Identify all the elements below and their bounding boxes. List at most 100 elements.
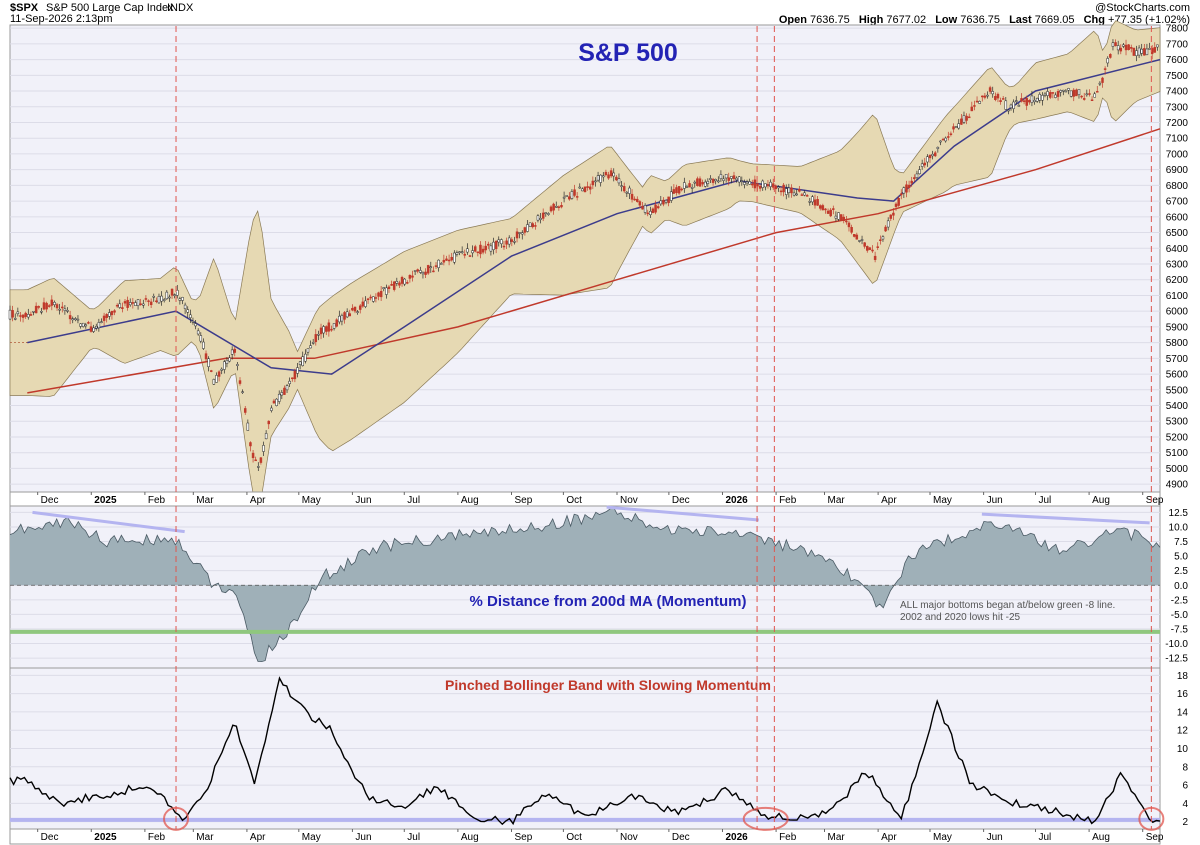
- candle-body: [115, 304, 119, 307]
- candle-body: [1137, 47, 1141, 56]
- bollinger-band: [9, 20, 1161, 510]
- candle-body: [1035, 98, 1039, 102]
- candle-body: [803, 192, 806, 196]
- candle-body: [280, 392, 284, 396]
- momentum-tick-label: 12.5: [1169, 508, 1189, 519]
- candle-body: [539, 218, 542, 220]
- candle-body: [196, 330, 200, 335]
- candle-body: [1119, 47, 1123, 52]
- candle-body: [450, 256, 453, 261]
- candle-body: [646, 212, 649, 215]
- candle-body: [696, 178, 699, 186]
- ohlc-readout: Open 7636.75 High 7677.02 Low 7636.75 La…: [779, 14, 1190, 26]
- candle-body: [855, 234, 859, 240]
- candle-body: [55, 304, 59, 309]
- candle-body: [999, 100, 1002, 102]
- candle-body: [372, 296, 375, 302]
- candle-body: [643, 205, 647, 213]
- candle-body: [515, 231, 519, 239]
- candle-body: [335, 319, 338, 327]
- momentum-tick-label: -12.5: [1165, 654, 1188, 665]
- candle-body: [453, 252, 456, 263]
- candle-body: [659, 200, 663, 205]
- candle-body: [272, 400, 276, 404]
- x-tick-label: Apr: [881, 832, 897, 843]
- momentum-tick-label: 2.5: [1174, 566, 1188, 577]
- x-tick-label: Apr: [250, 495, 266, 506]
- candle-body: [379, 290, 383, 298]
- candle-body: [191, 320, 195, 323]
- candle-body: [926, 156, 929, 163]
- candle-body: [1098, 82, 1102, 85]
- price-tick-label: 5800: [1166, 338, 1189, 349]
- candle-body: [774, 185, 778, 190]
- candle-body: [573, 189, 576, 196]
- candle-body: [217, 371, 221, 377]
- candle-body: [21, 314, 25, 318]
- candle-body: [800, 194, 804, 196]
- candle-body: [128, 302, 132, 306]
- candle-body: [591, 180, 595, 186]
- x-tick-label: Sep: [1146, 832, 1164, 843]
- candle-body: [1041, 95, 1044, 101]
- candle-body: [863, 242, 866, 247]
- candle-body: [766, 184, 770, 187]
- price-tick-label: 7800: [1166, 24, 1189, 35]
- symbol-label: $SPX: [10, 2, 39, 14]
- candle-body: [319, 327, 323, 335]
- x-tick-label: 2026: [725, 832, 748, 843]
- candle-body: [45, 302, 48, 310]
- candle-body: [973, 105, 976, 107]
- candle-body: [936, 146, 940, 149]
- price-tick-label: 6400: [1166, 244, 1189, 255]
- candle-body: [1088, 93, 1091, 95]
- candle-body: [670, 191, 673, 201]
- price-chart-title: S&P 500: [578, 39, 678, 67]
- candle-body: [1085, 93, 1089, 96]
- candle-body: [1132, 47, 1136, 56]
- exchange-label: INDX: [167, 2, 194, 14]
- x-tick-label: Aug: [1092, 832, 1110, 843]
- candle-body: [168, 296, 171, 299]
- candle-body: [455, 252, 459, 255]
- candle-body: [842, 216, 845, 221]
- candle-body: [1007, 109, 1010, 112]
- candle-body: [952, 126, 955, 130]
- candle-body: [555, 206, 558, 208]
- candle-body: [860, 239, 864, 241]
- price-tick-label: 6500: [1166, 228, 1189, 239]
- candle-body: [134, 302, 137, 306]
- candle-body: [481, 248, 485, 253]
- candle-body: [330, 328, 333, 331]
- candle-body: [698, 178, 702, 187]
- candle-body: [683, 182, 686, 189]
- candle-body: [471, 250, 474, 254]
- candle-body: [913, 177, 916, 180]
- candle-body: [437, 259, 440, 268]
- candle-body: [662, 199, 665, 205]
- candle-body: [536, 215, 540, 221]
- candle-body: [981, 95, 984, 98]
- bandwidth-panel: 18 16 14 12 10 8 6 4 2 Pinched Bollinger Band wi…: [9, 667, 1188, 830]
- candle-body: [413, 270, 417, 272]
- x-tick-label: May: [302, 832, 321, 843]
- candle-body: [1080, 95, 1083, 98]
- candle-body: [1106, 58, 1109, 64]
- candle-body: [967, 116, 971, 119]
- candle-body: [220, 368, 223, 371]
- candle-body: [338, 315, 341, 323]
- momentum-annotation-2: 2002 and 2020 lows hit -25: [900, 612, 1021, 623]
- candle-body: [824, 208, 827, 211]
- candle-body: [654, 204, 657, 213]
- price-tick-label: 7400: [1166, 87, 1189, 98]
- candle-body: [552, 203, 555, 211]
- candle-body: [40, 310, 43, 313]
- candle-body: [602, 175, 605, 178]
- candle-body: [155, 300, 158, 303]
- candle-body: [1140, 48, 1143, 54]
- x-tick-label: May: [933, 495, 952, 506]
- high-label: High: [859, 14, 884, 26]
- x-tick-label: Feb: [779, 495, 797, 506]
- x-tick-label: Feb: [148, 495, 166, 506]
- candle-body: [1046, 91, 1049, 96]
